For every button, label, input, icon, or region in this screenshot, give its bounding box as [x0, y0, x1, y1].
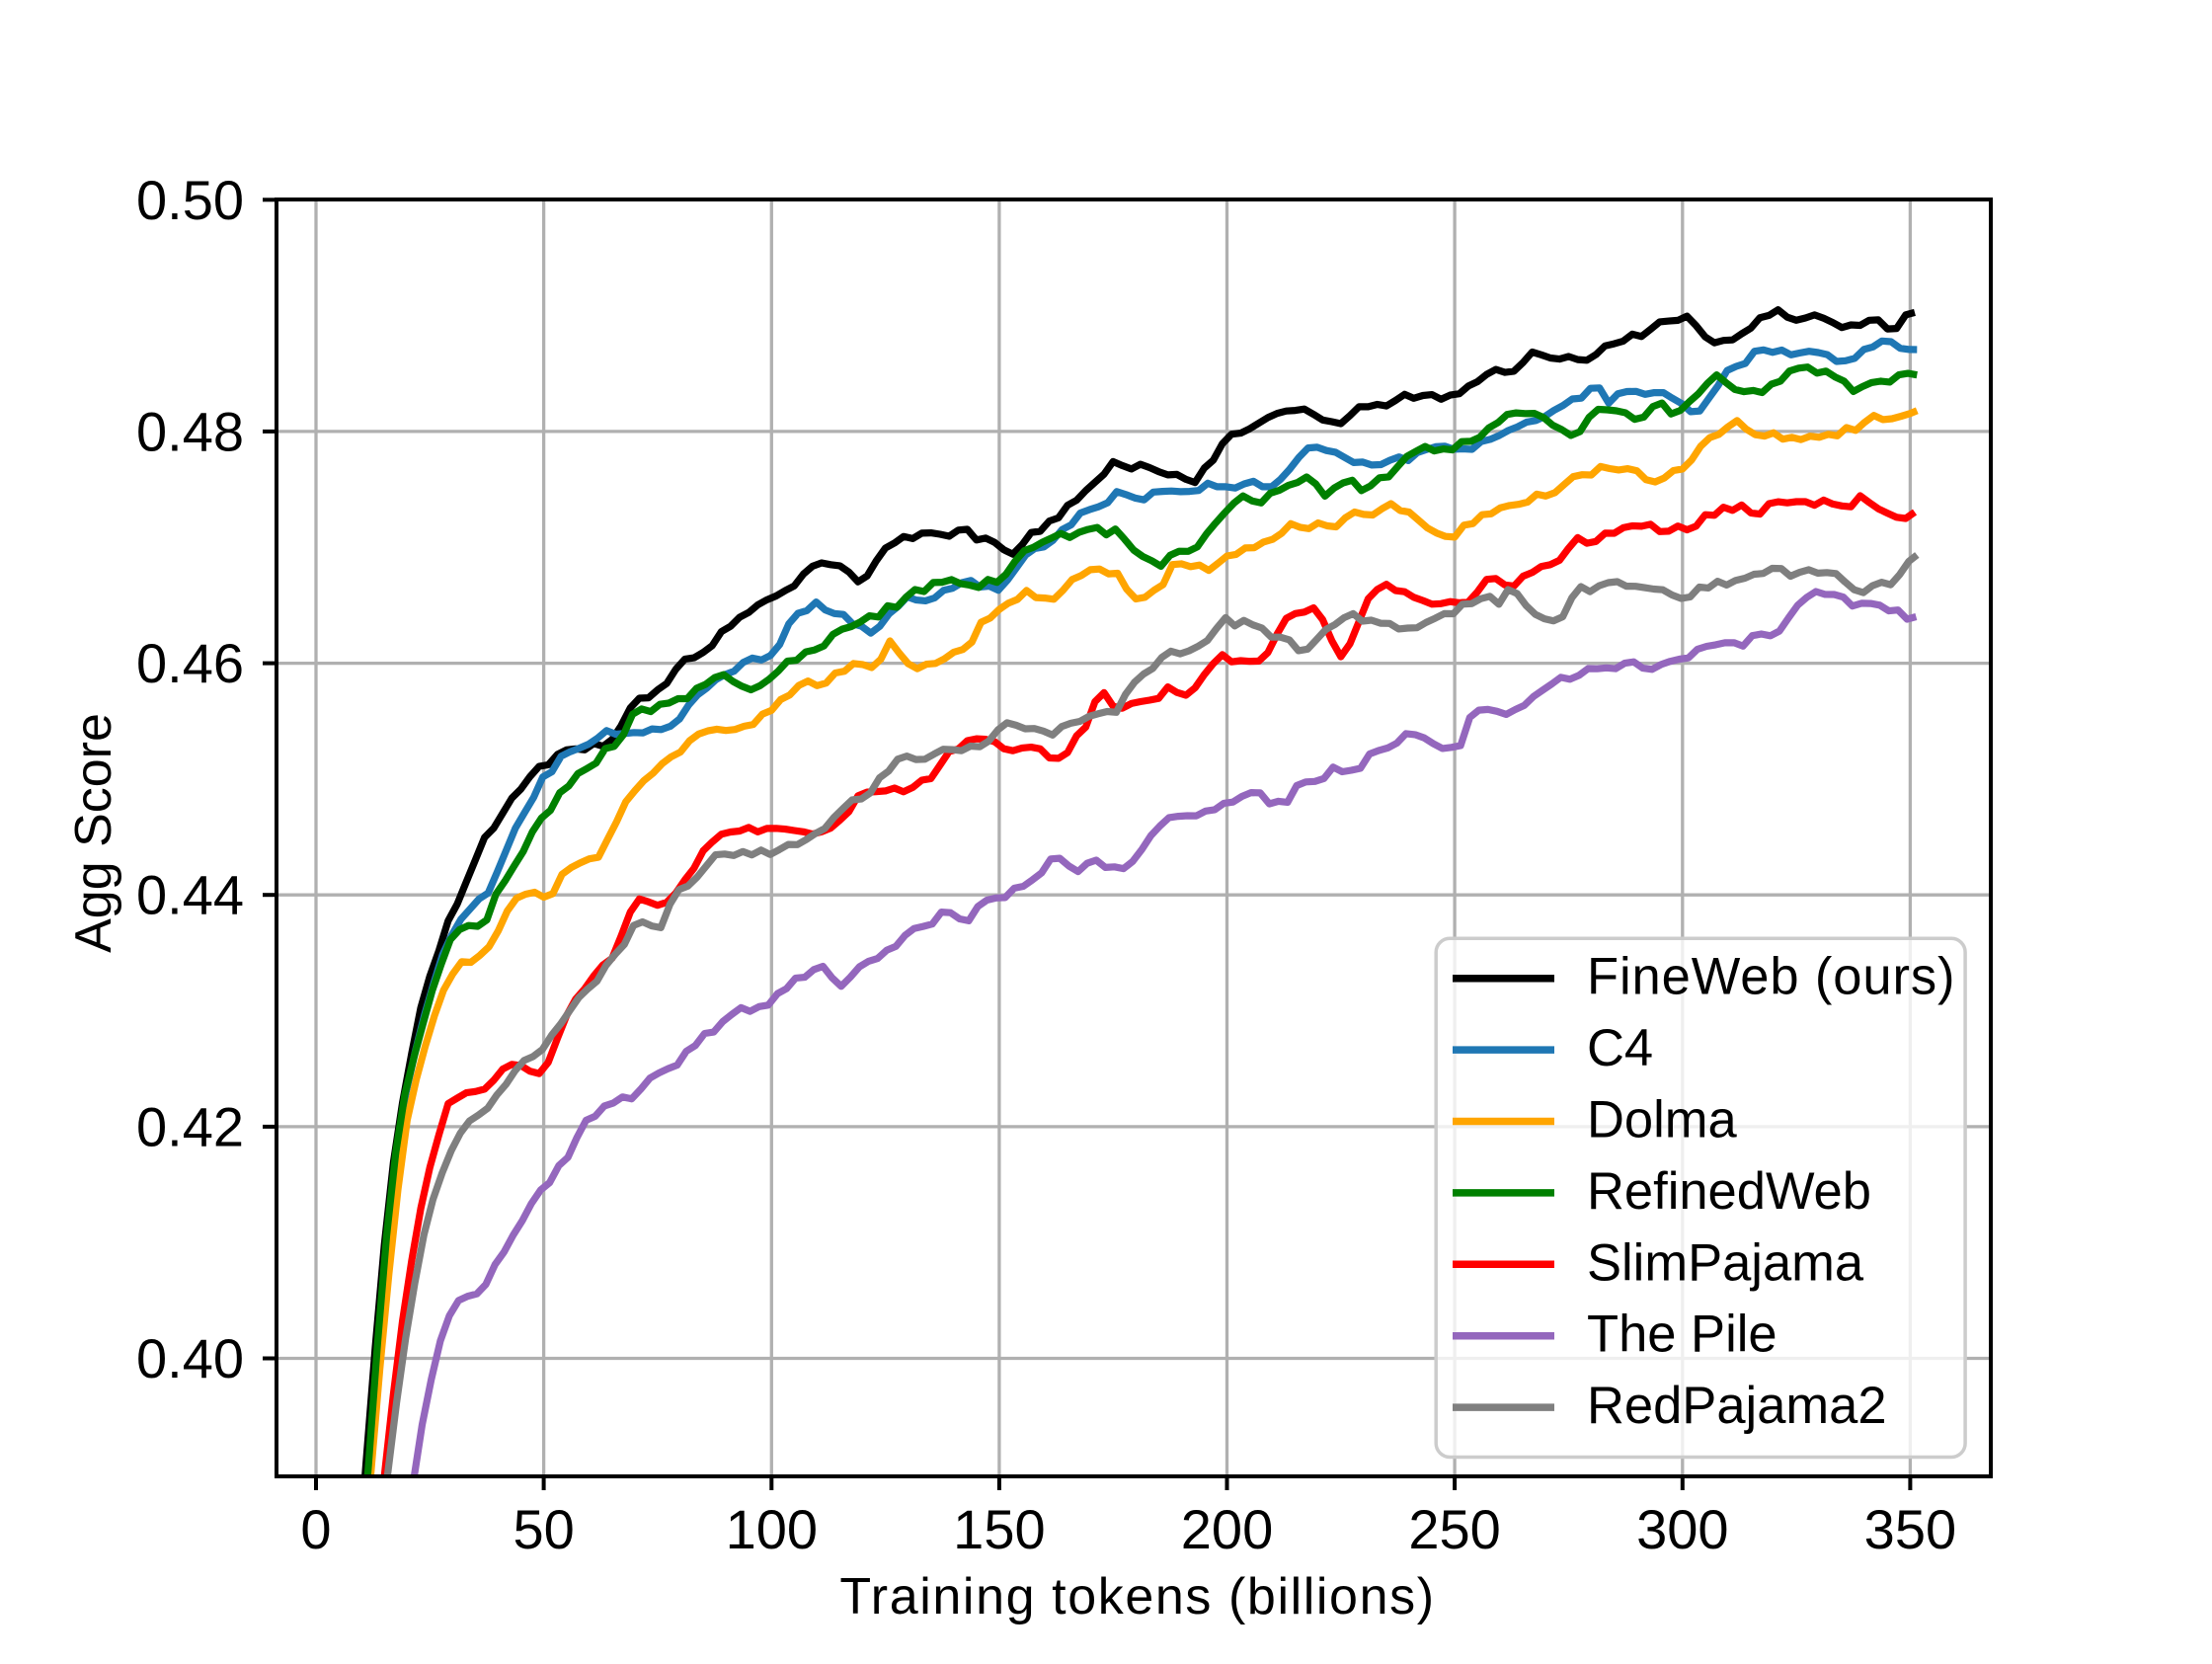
svg-text:FineWeb (ours): FineWeb (ours)	[1587, 948, 1955, 1006]
svg-text:0.44: 0.44	[136, 864, 244, 926]
svg-text:The Pile: The Pile	[1587, 1306, 1778, 1364]
svg-text:C4: C4	[1587, 1019, 1653, 1077]
svg-text:0.40: 0.40	[136, 1327, 244, 1389]
svg-text:200: 200	[1181, 1498, 1273, 1560]
svg-text:0.46: 0.46	[136, 632, 244, 694]
svg-text:300: 300	[1636, 1498, 1728, 1560]
svg-text:Training tokens (billions): Training tokens (billions)	[839, 1568, 1435, 1625]
svg-text:0.42: 0.42	[136, 1095, 244, 1157]
svg-text:0.48: 0.48	[136, 400, 244, 462]
svg-text:RefinedWeb: RefinedWeb	[1587, 1162, 1871, 1221]
svg-text:100: 100	[726, 1498, 818, 1560]
svg-text:250: 250	[1408, 1498, 1500, 1560]
svg-text:50: 50	[513, 1498, 574, 1560]
svg-text:SlimPajama: SlimPajama	[1587, 1233, 1864, 1292]
svg-text:0: 0	[300, 1498, 331, 1560]
svg-text:RedPajama2: RedPajama2	[1587, 1377, 1887, 1435]
svg-text:0.50: 0.50	[136, 169, 244, 231]
svg-text:Agg Score: Agg Score	[65, 713, 122, 953]
svg-text:150: 150	[953, 1498, 1045, 1560]
svg-text:Dolma: Dolma	[1587, 1091, 1738, 1149]
svg-text:350: 350	[1864, 1498, 1956, 1560]
